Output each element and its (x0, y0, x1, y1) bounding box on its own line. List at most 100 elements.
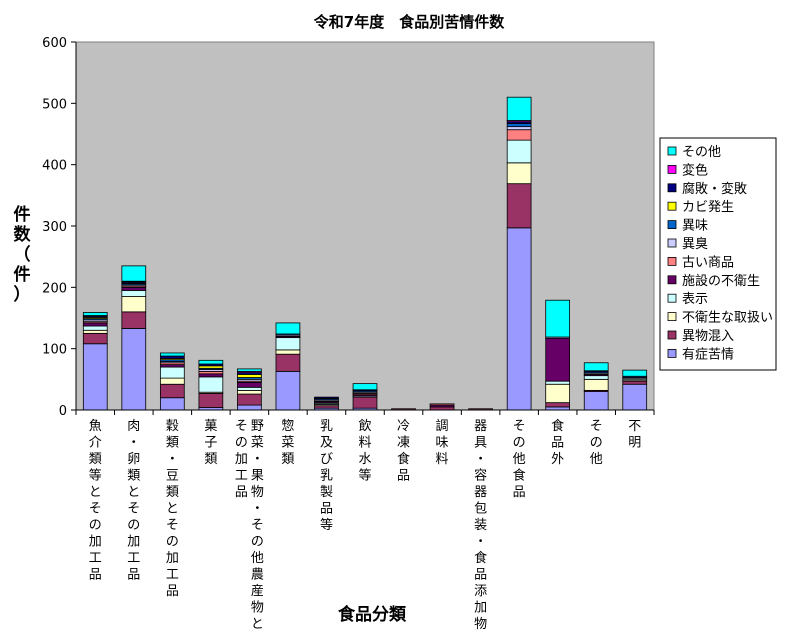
bar-segment (237, 368, 262, 372)
y-tick-label: 400 (42, 159, 67, 174)
bar-segment (82, 332, 108, 345)
legend-label: 異物混入 (682, 329, 734, 344)
bar-segment (622, 369, 648, 377)
bar-segment (82, 329, 108, 334)
x-tick-label: 肉・卵類とその加工品 (127, 419, 140, 583)
legend-swatch (667, 330, 677, 340)
bar-segment (429, 403, 455, 406)
bar-segment (583, 375, 609, 380)
legend-swatch (667, 256, 677, 266)
legend-swatch (667, 293, 677, 303)
bar-segment (121, 311, 147, 329)
legend-label: 表示 (682, 292, 708, 307)
bar-segment (198, 376, 224, 393)
bar-segment (506, 96, 532, 121)
y-axis-title: 件数（件） (14, 204, 32, 305)
x-tick-label: 惣菜類 (281, 419, 294, 467)
legend: その他変色腐敗・変敗カビ発生異味異臭古い商品施設の不衛生表示不衛生な取扱い異物混… (659, 137, 777, 371)
legend-swatch (667, 220, 677, 230)
bar-segment (237, 404, 262, 411)
legend-label: 古い商品 (682, 255, 734, 270)
legend-box (659, 137, 777, 371)
chart-title: 令和7年度 食品別苦情件数 (314, 13, 505, 31)
legend-label: その他 (682, 145, 721, 160)
y-tick-label: 500 (42, 97, 67, 112)
x-tick-label: 冷凍食品 (397, 419, 410, 484)
legend-swatch (667, 183, 677, 193)
x-axis: 魚介類等とその加工品 肉・卵類とその加工品 穀類・豆類とその加工品 菓子類 野菜・果物・… (75, 409, 655, 630)
x-tick-label: 菓子類 (204, 419, 217, 467)
legend-label: 異臭 (682, 237, 708, 252)
y-axis: 0 100 200 300 400 500 600 (42, 36, 77, 419)
bar-segment (237, 386, 262, 391)
y-tick-label: 300 (42, 220, 67, 235)
bar-segment (583, 362, 609, 372)
bar-segment (121, 328, 147, 411)
bar-segment (352, 383, 378, 391)
bar-segment (159, 352, 185, 357)
bar-segment (237, 381, 262, 388)
x-tick-label: 不明 (628, 419, 641, 451)
legend-swatch (667, 201, 677, 211)
bar-segment (583, 378, 609, 391)
x-tick-label: 乳及び乳製品等 (320, 419, 333, 533)
legend-label: 有症苦情 (682, 346, 734, 362)
bar-segment (237, 389, 262, 395)
bar-segment (159, 383, 185, 399)
legend-swatch (667, 312, 677, 322)
x-tick-label: 穀類・豆類とその加工品 (166, 419, 179, 599)
bar-segment (275, 349, 301, 355)
bar-segment (506, 129, 532, 141)
bar-segment (82, 312, 108, 316)
bar-segment (82, 322, 108, 327)
bar-segment (159, 377, 185, 385)
legend-swatch (667, 146, 677, 156)
bar-segment (622, 380, 648, 385)
legend-label: 異味 (682, 219, 708, 234)
y-tick-label: 200 (42, 281, 67, 296)
x-tick-label: 野菜・果物・その他農産物と (251, 419, 264, 630)
bar-segment (545, 299, 571, 338)
legend-swatch (667, 164, 677, 174)
legend-label: 変色 (682, 162, 708, 178)
bar-segment (198, 393, 224, 408)
legend-swatch (667, 238, 677, 248)
bar-segment (82, 325, 108, 331)
bar-segment (506, 123, 532, 128)
bar-segment (275, 353, 301, 372)
bar-segment (506, 126, 532, 131)
x-tick-label: 食品外 (551, 418, 564, 467)
legend-label: カビ発生 (682, 200, 734, 215)
legend-label: 施設の不衛生 (682, 273, 760, 289)
bar-segment (198, 359, 224, 365)
bar-segment (159, 397, 185, 411)
bar-segment (545, 380, 571, 385)
y-axis-title-text: 件数（件） (14, 204, 32, 305)
x-tick-label: その他食品 (513, 419, 526, 500)
bar-segment (352, 396, 378, 409)
x-tick-label: その加工品 (235, 419, 248, 500)
bars (82, 96, 648, 411)
bar-segment (121, 286, 147, 291)
legend-label: 腐敗・変敗 (682, 181, 747, 197)
y-tick-label: 0 (59, 404, 67, 419)
bar-segment (545, 337, 571, 382)
x-tick-label: その他 (590, 419, 603, 467)
x-tick-label: 飲料水等 (358, 418, 371, 484)
bar-segment (506, 227, 532, 411)
bar-segment (583, 391, 609, 411)
x-axis-title: 食品分類 (338, 604, 407, 625)
bar-segment (237, 374, 262, 378)
bar-segment (275, 322, 301, 335)
bar-segment (275, 370, 301, 411)
bar-segment (275, 337, 301, 351)
x-tick-label: 調味料 (436, 419, 449, 467)
bar-segment (545, 383, 571, 404)
bar-segment (159, 366, 185, 379)
bar-segment (622, 383, 648, 411)
y-tick-label: 600 (42, 36, 67, 51)
bar-segment (506, 162, 532, 185)
bar-segment (82, 343, 108, 411)
bar-segment (198, 373, 224, 378)
